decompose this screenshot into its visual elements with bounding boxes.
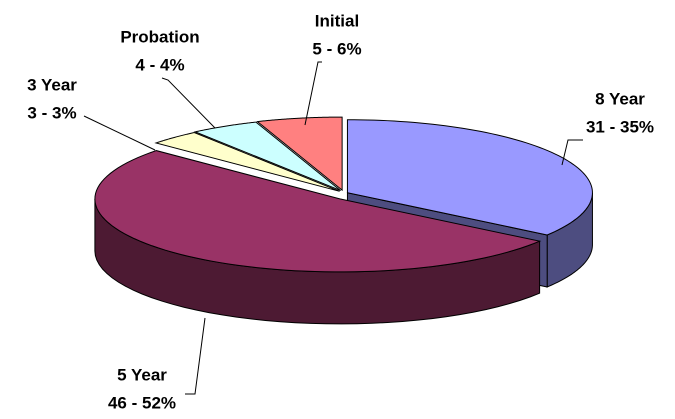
leader-line <box>83 115 156 151</box>
value-label: 31 - 35% <box>586 117 654 136</box>
slice-label: Initial <box>315 11 359 30</box>
slice <box>154 132 340 192</box>
value-label: 5 - 6% <box>312 39 361 58</box>
slice <box>94 150 542 273</box>
leader-line <box>185 317 206 395</box>
leader-line <box>304 61 322 126</box>
slice <box>346 119 593 236</box>
slice-label: 5 Year <box>117 365 167 384</box>
leader-line <box>561 139 583 166</box>
slice <box>193 121 341 192</box>
value-label: 3 - 3% <box>27 103 76 122</box>
value-label: 46 - 52% <box>108 393 176 412</box>
slice-label: Probation <box>120 27 199 46</box>
value-label: 4 - 4% <box>135 55 184 74</box>
slice-label: 8 Year <box>595 89 645 108</box>
leader-line <box>161 77 216 129</box>
slice <box>256 116 343 192</box>
slice-label: 3 Year <box>27 75 77 94</box>
